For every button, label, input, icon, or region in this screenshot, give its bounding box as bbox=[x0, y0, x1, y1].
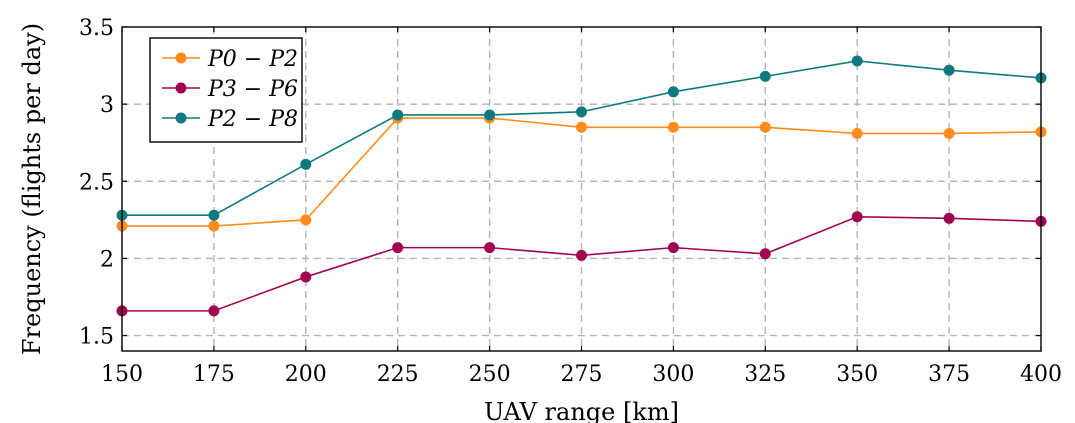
x-tick-label: 150 bbox=[101, 362, 143, 387]
axis-ticks: 150 175 200 225 250 275 300 325 350 375 400 1.5 2 2.5… bbox=[79, 16, 1062, 387]
y-tick-label: 1.5 bbox=[79, 325, 114, 350]
x-tick-label: 350 bbox=[836, 362, 878, 387]
series-2 bbox=[116, 211, 1047, 317]
data-point bbox=[576, 121, 587, 133]
data-point bbox=[300, 271, 312, 283]
y-tick-label: 2.5 bbox=[79, 170, 114, 195]
data-point bbox=[851, 211, 863, 223]
y-tick-label: 3.5 bbox=[79, 16, 114, 41]
data-point bbox=[759, 248, 771, 260]
data-point bbox=[759, 70, 771, 82]
y-tick-label: 3 bbox=[100, 93, 114, 118]
data-point bbox=[667, 242, 679, 254]
y-tick-label: 2 bbox=[100, 247, 114, 272]
data-point bbox=[392, 109, 404, 121]
legend-marker bbox=[175, 112, 187, 124]
legend-marker bbox=[175, 82, 187, 94]
data-point bbox=[943, 127, 955, 139]
x-tick-label: 200 bbox=[285, 362, 327, 387]
data-point bbox=[851, 55, 863, 67]
x-tick-label: 325 bbox=[744, 362, 786, 387]
data-point bbox=[484, 109, 496, 121]
data-point bbox=[667, 86, 679, 98]
x-tick-label: 400 bbox=[1020, 362, 1062, 387]
data-point bbox=[208, 209, 220, 221]
data-point bbox=[484, 242, 496, 254]
data-point bbox=[667, 121, 679, 133]
x-tick-label: 225 bbox=[377, 362, 419, 387]
legend: P0 − P2 P3 − P6 P2 − P8 bbox=[149, 37, 303, 143]
x-tick-label: 250 bbox=[469, 362, 511, 387]
data-point bbox=[576, 106, 587, 118]
data-point bbox=[759, 121, 771, 133]
legend-marker bbox=[175, 52, 187, 64]
data-point bbox=[851, 127, 863, 139]
legend-label: P3 − P6 bbox=[207, 77, 298, 102]
data-point bbox=[392, 242, 404, 254]
data-point bbox=[943, 64, 955, 76]
x-tick-label: 300 bbox=[652, 362, 694, 387]
series-3 bbox=[116, 55, 1047, 221]
data-point bbox=[300, 158, 312, 170]
x-tick-label: 175 bbox=[193, 362, 235, 387]
data-point bbox=[300, 214, 312, 226]
data-point bbox=[943, 212, 955, 224]
legend-box bbox=[149, 37, 303, 143]
legend-label: P2 − P8 bbox=[207, 107, 298, 132]
y-axis-title: Frequency (flights per day) bbox=[18, 23, 46, 355]
x-axis-title: UAV range [km] bbox=[484, 398, 679, 423]
data-point bbox=[208, 220, 220, 232]
x-tick-label: 275 bbox=[561, 362, 603, 387]
x-tick-label: 375 bbox=[928, 362, 970, 387]
plot-series bbox=[116, 55, 1047, 317]
legend-label: P0 − P2 bbox=[207, 47, 298, 72]
data-point bbox=[208, 305, 220, 317]
data-point bbox=[576, 249, 587, 261]
series-1 bbox=[116, 112, 1047, 232]
